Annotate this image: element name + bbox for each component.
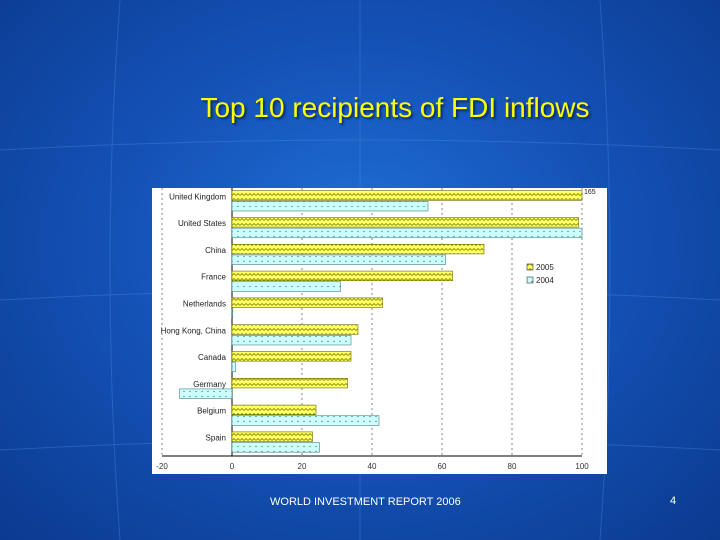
- category-label: China: [205, 246, 226, 255]
- x-tick-label: 80: [508, 462, 517, 471]
- bar-2005: [231, 297, 383, 308]
- category-label: Canada: [198, 353, 227, 362]
- fdi-bar-chart: United Kingdom United States China France Ne…: [156, 188, 596, 471]
- chart-panel: United Kingdom United States China France Ne…: [152, 188, 607, 474]
- bar-2005: [231, 431, 313, 442]
- bar-2005: [231, 351, 352, 362]
- bar-2004: [231, 361, 236, 373]
- category-label: Hong Kong, China: [161, 326, 227, 335]
- bar-2004: [231, 227, 583, 239]
- category-label: Netherlands: [183, 299, 226, 308]
- x-tick-label: 0: [230, 462, 235, 471]
- bar-2005: [231, 243, 485, 255]
- bar-2004: [231, 201, 429, 212]
- category-label: France: [201, 273, 226, 282]
- category-label: Belgium: [197, 407, 226, 416]
- legend-label-2005: 2005: [536, 263, 554, 272]
- slide-title: Top 10 recipients of FDI inflows: [200, 92, 590, 123]
- bar-2004: [231, 254, 446, 265]
- x-tick-label: 60: [438, 462, 447, 471]
- category-label: United Kingdom: [169, 192, 226, 201]
- bar-2005: [231, 377, 348, 389]
- category-label: Germany: [193, 380, 226, 389]
- bar-2004: [231, 335, 352, 346]
- bar-2004: [231, 281, 341, 292]
- legend-label-2004: 2004: [536, 276, 554, 285]
- x-tick-label: 20: [298, 462, 307, 471]
- x-tick-label: 40: [368, 462, 377, 471]
- category-label: United States: [178, 219, 226, 228]
- x-tick-label: -20: [156, 462, 168, 471]
- bar-2004: [231, 415, 380, 426]
- bar-2005: [231, 217, 579, 228]
- page-number: 4: [670, 495, 677, 507]
- bar-2005: [231, 324, 359, 335]
- bar-2005: [231, 190, 583, 201]
- bar-2004: [231, 442, 320, 453]
- bar-2004: [179, 388, 233, 399]
- bar-2005: [231, 270, 453, 282]
- legend-swatch-2005: [526, 263, 534, 271]
- x-tick-label: 100: [575, 462, 589, 471]
- legend-swatch-2004: [526, 276, 534, 284]
- bar-2005: [231, 404, 317, 416]
- category-label: Spain: [206, 433, 226, 442]
- slide-footer: WORLD INVESTMENT REPORT 2006: [270, 496, 461, 508]
- overflow-label: 165: [584, 189, 596, 196]
- bar-2004: [231, 308, 234, 319]
